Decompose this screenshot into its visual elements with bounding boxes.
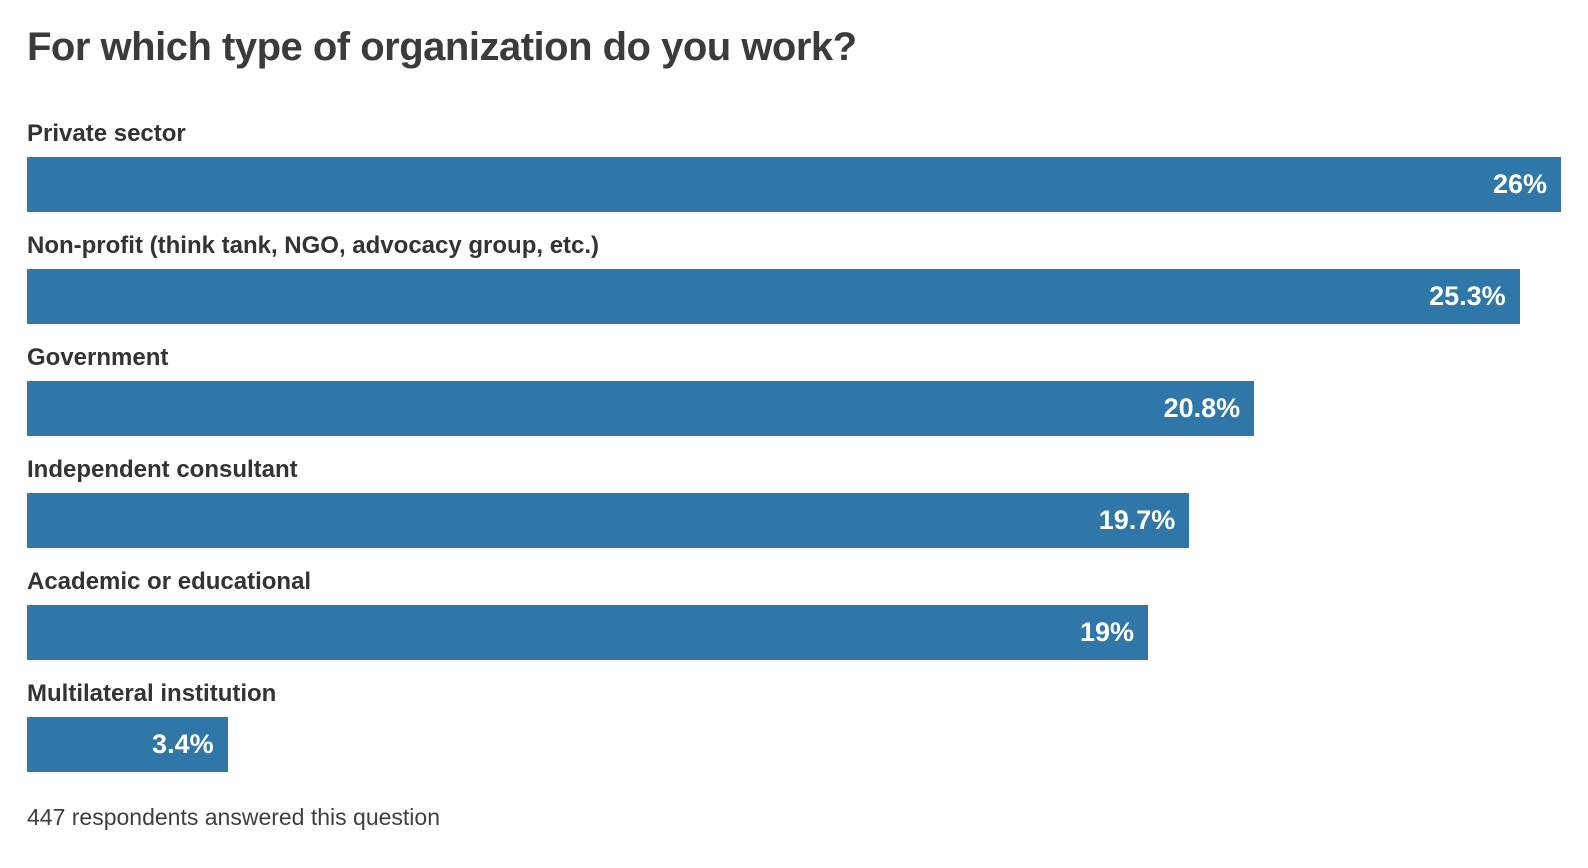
category-label: Non-profit (think tank, NGO, advocacy gr…	[27, 232, 600, 259]
category-label: Government	[27, 344, 169, 371]
bar-row: Academic or educational 19%	[27, 566, 1561, 660]
bar-row: Multilateral institution 3.4%	[27, 678, 1561, 772]
bar: 25.3%	[27, 269, 1520, 324]
bar-chart: Private sector 26% Non-profit (think tan…	[27, 118, 1561, 772]
bar-row: Independent consultant 19.7%	[27, 454, 1561, 548]
category-label: Private sector	[27, 120, 186, 147]
value-label: 20.8%	[1163, 393, 1241, 423]
category-label: Academic or educational	[27, 568, 312, 595]
bar-row: Private sector 26%	[27, 118, 1561, 212]
value-label: 26%	[1492, 169, 1547, 199]
chart-title: For which type of organization do you wo…	[27, 25, 857, 69]
value-label: 19%	[1079, 617, 1134, 647]
bar-row: Non-profit (think tank, NGO, advocacy gr…	[27, 230, 1561, 324]
bar: 19%	[27, 605, 1148, 660]
bar: 19.7%	[27, 493, 1190, 548]
bar: 20.8%	[27, 381, 1255, 436]
category-label: Multilateral institution	[27, 680, 277, 707]
bar: 3.4%	[27, 717, 228, 772]
value-label: 3.4%	[152, 729, 214, 759]
respondents-note: 447 respondents answered this question	[27, 804, 441, 830]
value-label: 19.7%	[1098, 505, 1176, 535]
category-label: Independent consultant	[27, 456, 298, 483]
bar-row: Government 20.8%	[27, 342, 1561, 436]
bar: 26%	[27, 157, 1561, 212]
value-label: 25.3%	[1429, 281, 1506, 311]
